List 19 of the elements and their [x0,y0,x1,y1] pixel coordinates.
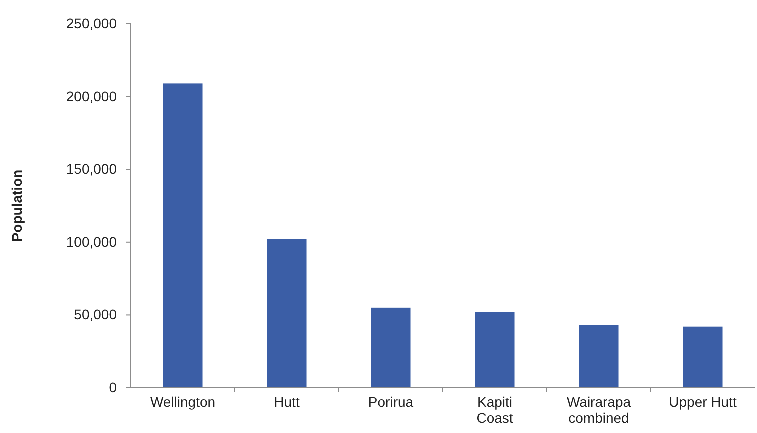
bar [475,312,515,388]
bar [683,326,723,388]
y-tick-label: 250,000 [66,15,118,32]
y-axis-title: Population [9,170,25,242]
x-tick-label: Porirua [368,394,414,410]
bar [267,239,307,388]
y-tick-label: 100,000 [66,234,118,250]
y-tick-label: 150,000 [66,161,118,178]
x-tick-label: Kapiti Coast [476,394,514,426]
bar [371,308,411,388]
bar [579,325,619,388]
y-tick-label: 0 [109,379,118,396]
y-tick-label: 50,000 [74,306,118,323]
x-tick-label: Wellington [150,394,216,410]
x-tick-label: Upper Hutt [669,394,737,410]
x-tick-label: Hutt [274,394,300,410]
x-tick-label: Wairarapa combined [566,394,632,426]
bar [163,84,203,388]
y-tick-label: 200,000 [66,88,118,104]
